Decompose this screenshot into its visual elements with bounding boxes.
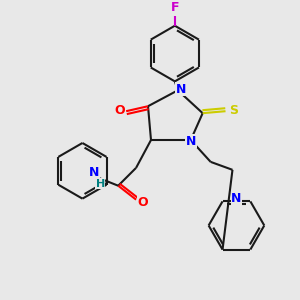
Text: H: H (96, 179, 105, 189)
Text: F: F (171, 1, 179, 14)
Text: N: N (186, 134, 196, 148)
Text: O: O (138, 196, 148, 209)
Text: S: S (229, 104, 238, 117)
Text: N: N (231, 192, 242, 205)
Text: N: N (89, 166, 100, 179)
Text: O: O (114, 104, 124, 117)
Text: N: N (176, 83, 186, 96)
